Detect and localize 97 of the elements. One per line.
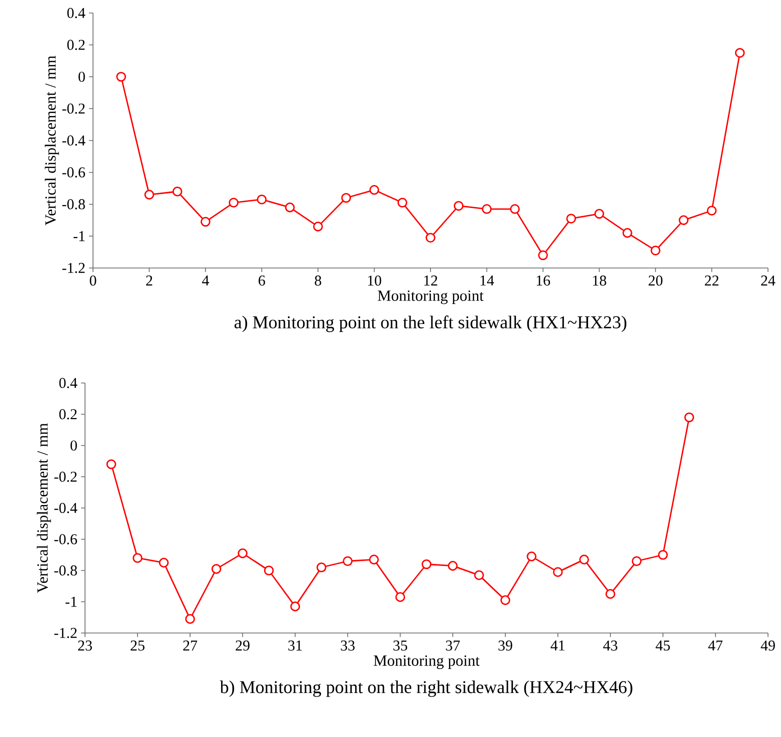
point [622,228,632,238]
point [185,614,195,624]
point [158,558,169,568]
y-tick-label: -0.6 [54,534,78,544]
point [200,216,210,227]
point [172,186,182,196]
point [369,185,380,195]
y-axis-title: Vertical displacement / mm [36,423,51,593]
point [264,566,274,576]
x-axis-title: Monitoring point [374,655,480,670]
x-tick-label: 18 [593,276,606,286]
x-tick-label: 24 [761,276,776,286]
y-tick-label: 0.4 [67,8,86,18]
point [228,198,239,208]
point [566,214,576,224]
x-tick-label: 29 [236,640,250,651]
x-tick-label: 23 [78,640,92,651]
point [116,72,126,82]
point [238,548,248,558]
y-tick-label: -0.2 [62,104,85,114]
y-tick-label: -0.6 [62,167,86,178]
y-axis-title: Vertical displacement / mm [44,56,59,226]
y-tick-label: 0 [78,72,85,82]
point [454,200,464,211]
point [482,204,492,214]
x-tick-label: 35 [393,640,408,651]
x-tick-label: 49 [760,640,775,651]
point [605,589,616,599]
x-tick-label: 14 [480,276,494,286]
x-tick-label: 31 [288,640,302,651]
x-tick-label: 43 [603,640,618,651]
point [678,215,689,226]
x-tick-label: 12 [424,276,438,286]
x-tick-label: 4 [202,276,210,286]
x-tick-label: 33 [340,640,355,651]
x-tick-label: 39 [498,640,512,651]
point [132,553,142,563]
point [284,202,295,212]
x-tick-label: 27 [183,640,198,650]
y-tick-label: 0.2 [67,40,85,50]
point [684,412,694,422]
x-tick-label: 20 [648,276,662,286]
y-tick-label: -0.8 [54,565,77,576]
point [658,550,668,560]
point [395,592,406,602]
x-tick-label: 37 [446,640,460,651]
point [510,204,520,214]
y-tick-label: -1.2 [62,262,85,274]
point [552,567,563,577]
y-tick-label: -1 [74,231,85,242]
point [594,208,604,219]
point [316,562,326,572]
x-tick-label: 10 [368,276,382,286]
x-tick-label: 6 [258,276,266,286]
text: a) Monitoring point on the left sidewalk (HX1~HX23) [234,316,626,332]
point [341,192,352,203]
y-tick-label: 0.2 [59,409,77,420]
y-tick-label: 0.4 [59,378,78,388]
point [538,250,548,260]
point [397,198,408,208]
point [448,560,458,571]
point [426,232,436,243]
point [369,554,379,564]
point [256,194,267,204]
point [632,556,642,566]
y-tick-label: -0.2 [54,472,77,482]
text: b) Monitoring point on the right sidewalk (HX24~HX46) [220,680,632,697]
x-tick-label: 47 [708,640,723,650]
x-tick-label: 0 [90,276,96,286]
point [734,48,745,58]
x-axis-title: Monitoring point [378,290,484,304]
y-tick-label: -0.4 [62,135,86,146]
point [422,559,432,570]
point [106,459,116,470]
point [474,570,484,580]
point [706,206,717,216]
x-tick-label: 22 [704,276,718,286]
point [290,602,300,612]
x-tick-label: 25 [130,640,144,651]
point [211,564,222,574]
y-tick-label: -0.4 [54,502,78,514]
point [144,190,154,200]
point [579,554,590,564]
y-tick-label: -1.2 [54,628,77,638]
x-tick-label: 41 [550,640,564,650]
y-tick-label: 0 [70,440,77,451]
point [526,552,536,562]
point [650,246,660,256]
y-tick-label: -1 [66,596,77,607]
x-tick-label: 45 [656,640,670,651]
y-tick-label: -0.8 [62,199,85,210]
x-tick-label: 16 [536,276,550,286]
point [313,222,323,232]
x-tick-label: 2 [146,276,152,286]
x-tick-label: 8 [314,276,322,286]
point [500,595,510,606]
point [342,556,353,566]
